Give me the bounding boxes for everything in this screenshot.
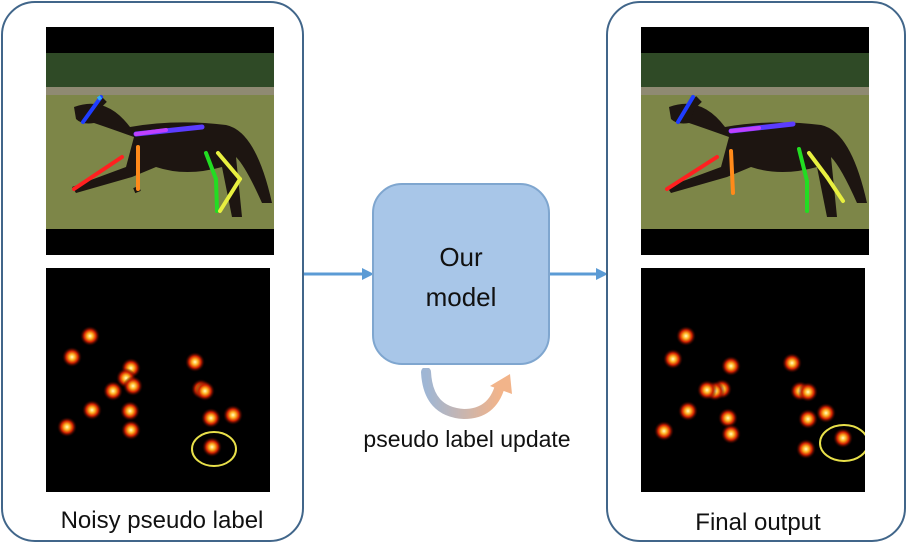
horse-photo-final bbox=[641, 27, 869, 255]
final-blob-2 bbox=[663, 349, 683, 369]
update-loop-arrow bbox=[421, 368, 512, 420]
final-blob-14 bbox=[798, 409, 818, 429]
model-box: Our model bbox=[372, 183, 550, 365]
final-blob-10 bbox=[678, 401, 698, 421]
noisy-blob-6 bbox=[103, 381, 123, 401]
noisy-highlight-circle bbox=[191, 431, 237, 467]
final-blob-17 bbox=[796, 439, 816, 459]
heatmap-final bbox=[641, 268, 865, 492]
heatmap-final-graphic bbox=[654, 326, 865, 462]
noisy-blob-14 bbox=[201, 408, 221, 428]
noisy-blob-15 bbox=[223, 405, 243, 425]
update-label: pseudo label update bbox=[363, 426, 571, 452]
final-blob-16 bbox=[833, 428, 853, 448]
final-blob-3 bbox=[721, 356, 741, 376]
noisy-blob-9 bbox=[195, 381, 215, 401]
arrow-to-output bbox=[550, 268, 608, 280]
noisy-blob-11 bbox=[120, 401, 140, 421]
horse-photo-noisy bbox=[46, 27, 274, 255]
final-highlight-circle bbox=[819, 424, 865, 462]
final-blob-9 bbox=[798, 382, 818, 402]
noisy-blob-16 bbox=[202, 437, 222, 457]
final-blob-6 bbox=[697, 380, 717, 400]
horse-photo-noisy-graphic bbox=[46, 53, 274, 229]
noisy-blob-12 bbox=[121, 420, 141, 440]
final-blob-15 bbox=[816, 403, 836, 423]
noisy-blob-7 bbox=[185, 352, 205, 372]
right-caption: Final output bbox=[695, 509, 821, 536]
final-blob-12 bbox=[721, 424, 741, 444]
noisy-blob-2 bbox=[62, 347, 82, 367]
left-caption: Noisy pseudo label bbox=[60, 507, 264, 534]
arrow-to-model bbox=[304, 268, 374, 280]
noisy-blob-13 bbox=[57, 417, 77, 437]
final-blob-13 bbox=[654, 421, 674, 441]
heatmap-noisy-graphic bbox=[57, 326, 243, 467]
final-blob-7 bbox=[782, 353, 802, 373]
noisy-blob-5 bbox=[123, 376, 143, 396]
model-label: Our model bbox=[425, 242, 497, 312]
noisy-blob-1 bbox=[80, 326, 100, 346]
final-blob-11 bbox=[718, 408, 738, 428]
heatmap-noisy bbox=[46, 268, 270, 492]
noisy-blob-10 bbox=[82, 400, 102, 420]
horse-photo-final-graphic bbox=[641, 53, 869, 229]
final-blob-1 bbox=[676, 326, 696, 346]
